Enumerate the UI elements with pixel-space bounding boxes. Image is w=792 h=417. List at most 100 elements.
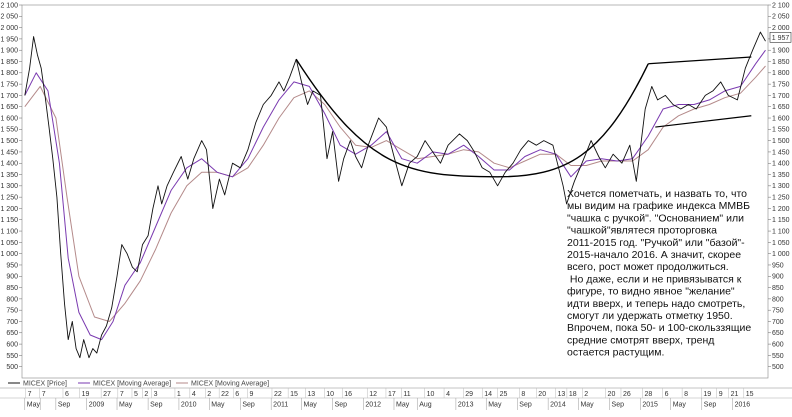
- x-day-label: 13: [307, 391, 315, 398]
- annotation-line: фигуре, то видно явное "желание": [567, 286, 735, 298]
- x-day-label: 7: [42, 391, 46, 398]
- y-tick-label-left: 1 350: [0, 172, 18, 179]
- x-axis: 7 7 6 19 27 7 5 2 3 1 4 2 22 6 9 22 15 13 10 16 12 17 11 10 4 29 1…: [0, 387, 792, 410]
- legend-label: MICEX [Moving Average]: [191, 381, 269, 388]
- annotation-line: остается растущим.: [567, 347, 664, 359]
- x-day-label: 7: [120, 391, 124, 398]
- x-day-label: 21: [731, 391, 739, 398]
- y-tick-label-right: 1 350: [772, 172, 790, 179]
- y-tick-label-left: 1 550: [0, 127, 18, 134]
- x-day-label: 17: [388, 391, 396, 398]
- x-day-label: 6: [665, 391, 669, 398]
- y-tick-label-right: 1 200: [772, 206, 790, 213]
- x-period-label: May: [119, 402, 133, 409]
- handle-bottom-line: [655, 115, 752, 128]
- x-period-label: Aug: [419, 402, 432, 409]
- y-tick-label-right: 650: [772, 330, 784, 337]
- x-period-label: 2015: [642, 402, 658, 409]
- x-day-label: 1: [177, 391, 181, 398]
- grid: [21, 4, 769, 379]
- x-day-label: 8: [521, 391, 525, 398]
- x-period-label: May: [396, 402, 410, 409]
- x-period-label: Sep: [519, 402, 532, 409]
- x-day-label: 19: [703, 391, 711, 398]
- x-period-label: 2011: [273, 402, 288, 409]
- x-day-label: 11: [403, 391, 410, 398]
- y-tick-label-left: 850: [6, 285, 18, 292]
- x-period-label: Sep: [150, 402, 163, 409]
- x-period-label: 2009: [89, 402, 105, 409]
- x-day-label: 28: [644, 391, 652, 398]
- y-tick-label-left: 1 700: [0, 93, 18, 100]
- x-day-label: 25: [500, 391, 508, 398]
- annotation-line: Но даже, если и не привязыватся к: [567, 273, 742, 285]
- y-tick-label-left: 2 000: [0, 25, 18, 32]
- y-tick-label-right: 750: [772, 308, 784, 315]
- y-tick-label-right: 500: [772, 364, 784, 371]
- y-tick-label-left: 1 600: [0, 115, 18, 122]
- y-tick-label-left: 2 050: [0, 14, 18, 21]
- x-period-label: Sep: [242, 402, 255, 409]
- x-day-label: 4: [192, 391, 196, 398]
- y-tick-label-right: 2 100: [772, 2, 790, 9]
- y-tick-label-left: 1 150: [0, 217, 18, 224]
- annotation-line: Хочется пометчать, и назвать то, что: [567, 188, 747, 200]
- y-tick-label-right: 1 300: [772, 183, 790, 190]
- x-period-label: May: [27, 402, 41, 409]
- series-group: [24, 31, 766, 359]
- x-period-label: 2010: [181, 402, 197, 409]
- x-day-label: 6: [235, 391, 239, 398]
- y-tick-label-left: 650: [6, 330, 18, 337]
- last-value-text: 1 957: [772, 35, 790, 42]
- annotation-line: "чашкой"являтеся проторговка: [567, 225, 717, 237]
- y-tick-label-left: 1 500: [0, 138, 18, 145]
- y-tick-label-right: 700: [772, 319, 784, 326]
- x-day-label: 3: [154, 391, 158, 398]
- y-tick-label-right: 1 150: [772, 217, 790, 224]
- x-day-label: 13: [558, 391, 566, 398]
- y-tick-label-left: 1 400: [0, 161, 18, 168]
- x-day-label: 14: [484, 391, 492, 398]
- y-tick-label-left: 1 850: [0, 59, 18, 66]
- annotation-line: средние смотрят вверх, тренд: [567, 334, 714, 346]
- y-tick-label-right: 850: [772, 285, 784, 292]
- y-tick-label-right: 2 000: [772, 25, 790, 32]
- annotation-text: Хочется пометчать, и назвать то, что мы в…: [567, 188, 751, 359]
- x-period-label: Sep: [612, 402, 625, 409]
- legend-label: MICEX [Price]: [23, 381, 67, 388]
- y-tick-label-right: 1 450: [772, 149, 790, 156]
- y-tick-label-left: 500: [6, 364, 18, 371]
- x-day-label: 6: [65, 391, 69, 398]
- y-tick-label-left: 1 900: [0, 48, 18, 55]
- y-tick-label-left: 750: [6, 308, 18, 315]
- last-value-box: [769, 32, 792, 43]
- x-period-label: 2013: [458, 402, 474, 409]
- y-tick-label-left: 550: [6, 353, 18, 360]
- x-day-label: 10: [427, 391, 435, 398]
- x-day-label: 27: [103, 391, 111, 398]
- y-tick-label-left: 950: [6, 262, 18, 269]
- annotation-line: 2011-2015 год. "Ручкой" или "базой"-: [567, 237, 745, 249]
- x-period-label: May: [673, 402, 687, 409]
- y-tick-label-right: 900: [772, 274, 784, 281]
- x-day-label: 19: [82, 391, 90, 398]
- y-tick-label-right: 2 050: [772, 14, 790, 21]
- price-line: [24, 31, 766, 359]
- x-period-label: May: [488, 402, 502, 409]
- x-day-label: 16: [344, 391, 352, 398]
- y-tick-label-left: 1 950: [0, 36, 18, 43]
- x-day-label: 9: [249, 391, 253, 398]
- x-day-label: 2: [584, 391, 588, 398]
- x-period-label: May: [303, 402, 317, 409]
- y-tick-label-left: 1 800: [0, 70, 18, 77]
- x-period-label: May: [580, 402, 594, 409]
- x-day-label: 5: [134, 391, 138, 398]
- x-day-label: 9: [719, 391, 723, 398]
- x-day-label: 8: [684, 391, 688, 398]
- y-tick-label-right: 1 800: [772, 70, 790, 77]
- annotation-line: мы видим на графике индекса ММВБ: [567, 200, 750, 212]
- x-day-label: 10: [326, 391, 334, 398]
